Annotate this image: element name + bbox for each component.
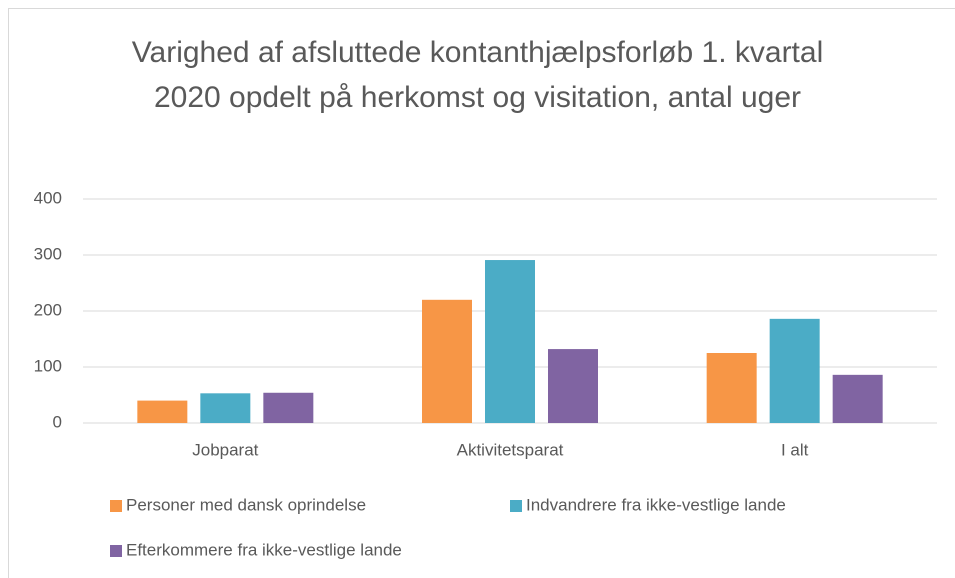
- bar: [422, 299, 472, 423]
- bar: [706, 353, 757, 423]
- y-tick-label: 0: [53, 412, 62, 431]
- bar: [263, 392, 314, 423]
- x-tick-label: I alt: [781, 440, 809, 459]
- chart-title: Varighed af afsluttede kontanthjælpsforl…: [131, 36, 824, 114]
- bar: [485, 260, 535, 423]
- y-tick-label: 100: [34, 356, 62, 375]
- y-tick-label: 200: [34, 300, 62, 319]
- bar: [832, 374, 883, 423]
- legend-swatch: [110, 545, 122, 557]
- x-tick-label: Aktivitetsparat: [457, 440, 564, 459]
- legend-label: Personer med dansk oprindelse: [126, 495, 366, 514]
- bar: [769, 318, 820, 423]
- legend-label: Efterkommere fra ikke-vestlige lande: [126, 540, 402, 559]
- legend-swatch: [110, 500, 122, 512]
- bar: [548, 349, 598, 423]
- chart-border: [8, 8, 955, 578]
- x-tick-label: Jobparat: [192, 440, 258, 459]
- bar: [137, 400, 188, 423]
- y-tick-label: 300: [34, 244, 62, 263]
- bar: [200, 393, 251, 423]
- legend-swatch: [510, 500, 522, 512]
- y-tick-label: 400: [34, 188, 62, 207]
- legend-label: Indvandrere fra ikke-vestlige lande: [526, 495, 786, 514]
